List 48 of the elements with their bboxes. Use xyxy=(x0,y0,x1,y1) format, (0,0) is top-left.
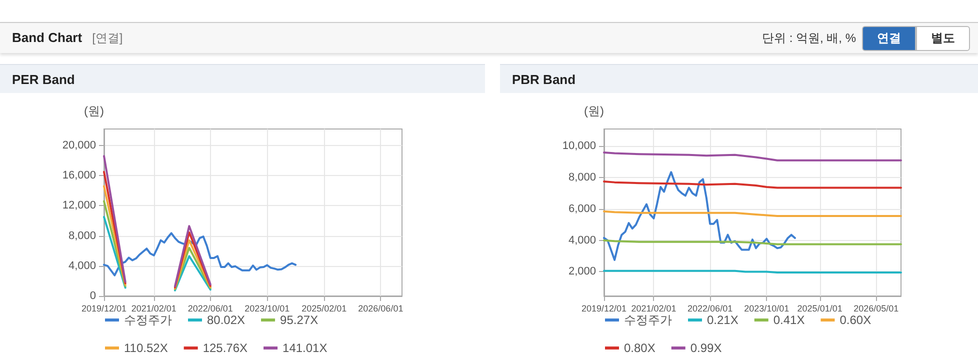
line-series xyxy=(603,152,902,162)
y-axis-title: (원) xyxy=(84,104,104,118)
x-tick-label: 2022/06/01 xyxy=(688,304,733,314)
line-series xyxy=(603,180,902,189)
y-tick-label: 4,000 xyxy=(568,234,596,246)
line-series xyxy=(603,171,796,261)
x-tick-label: 2025/01/01 xyxy=(797,304,842,314)
line-series xyxy=(103,232,297,276)
legend-label: 110.52X xyxy=(124,341,168,355)
legend-label: 수정주가 xyxy=(624,313,672,327)
text: 연결 xyxy=(862,26,916,50)
y-tick-label: 16,000 xyxy=(62,170,96,182)
legend-label: 0.21X xyxy=(707,313,738,327)
legend-label: 80.02X xyxy=(207,313,246,327)
text: 단위 : 억원, 배, % xyxy=(762,30,856,46)
y-tick-label: 6,000 xyxy=(568,202,596,215)
x-tick-label: 2019/12/01 xyxy=(81,304,127,314)
x-tick-label: 2023/10/01 xyxy=(244,304,290,314)
legend-label: 141.01X xyxy=(282,341,328,355)
legend-label: 95.27X xyxy=(280,313,318,327)
legend-label: 0.99X xyxy=(690,341,722,355)
x-tick-label: 2025/02/01 xyxy=(302,304,347,314)
legend-label: 0.80X xyxy=(624,341,656,355)
x-tick-label: 2023/10/01 xyxy=(744,304,790,314)
text: Band Chart xyxy=(12,30,82,45)
legend-label: 125.76X xyxy=(202,341,248,355)
y-tick-label: 4,000 xyxy=(68,260,96,272)
legend-label: 수정주가 xyxy=(124,313,172,327)
legend-label: 0.60X xyxy=(840,313,872,327)
y-tick-label: 0 xyxy=(90,290,96,302)
text: 별도 xyxy=(916,26,970,50)
y-tick-label: 8,000 xyxy=(68,230,96,242)
x-tick-label: 2026/05/01 xyxy=(854,304,899,314)
x-tick-label: 2022/06/01 xyxy=(188,304,233,314)
text: [연결] xyxy=(92,31,123,45)
y-tick-label: 10,000 xyxy=(562,140,596,152)
y-axis-title: (원) xyxy=(584,104,604,118)
y-tick-label: 20,000 xyxy=(62,140,96,152)
chart-title: PER Band xyxy=(0,64,485,93)
x-tick-label: 2026/06/01 xyxy=(358,304,404,314)
chart-title: PBR Band xyxy=(500,64,978,93)
y-tick-label: 8,000 xyxy=(568,172,596,184)
x-tick-label: 2021/02/01 xyxy=(131,304,176,314)
legend-label: 0.41X xyxy=(773,313,805,327)
x-tick-label: 2021/02/01 xyxy=(631,304,676,314)
x-tick-label: 2019/12/01 xyxy=(581,304,627,314)
y-tick-label: 2,000 xyxy=(568,266,596,278)
y-tick-label: 12,000 xyxy=(62,200,96,212)
